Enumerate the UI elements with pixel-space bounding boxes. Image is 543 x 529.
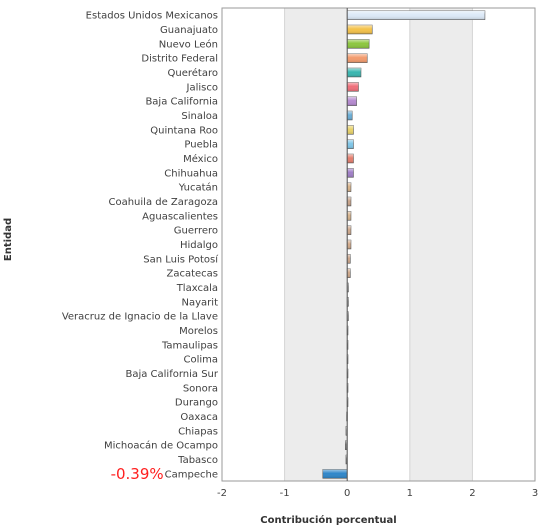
category-label: Tamaulipas [161, 340, 218, 351]
bar [322, 469, 348, 479]
category-label: Tabasco [177, 455, 218, 466]
bar-shade [347, 197, 351, 206]
category-label: Guanajuato [160, 25, 218, 36]
category-label: Nayarit [182, 297, 219, 308]
bar [346, 239, 352, 250]
x-tick-label: 1 [407, 488, 413, 499]
bar [346, 96, 357, 106]
category-label: Querétaro [168, 67, 218, 79]
x-tick-label: -1 [280, 488, 290, 499]
bar-shade [347, 225, 351, 235]
plot-area [221, 7, 536, 482]
category-label: Estados Unidos Mexicanos [86, 11, 218, 22]
category-label: Aguascalientes [142, 211, 218, 222]
category-label: Puebla [184, 140, 218, 151]
category-label: Veracruz de Ignacio de la Llave [62, 312, 218, 323]
x-tick-label: 3 [532, 488, 538, 499]
grid-band [472, 8, 535, 481]
grid-band [284, 8, 348, 481]
bar [346, 182, 352, 192]
bar [346, 211, 352, 221]
bar-shade [347, 111, 353, 120]
x-tick-labels: -2 -1 0 1 2 3 [217, 488, 538, 499]
bar-shade [347, 25, 373, 34]
y-axis-title: Entidad [3, 218, 14, 261]
bar-shade [347, 10, 485, 20]
bar-shade [322, 469, 348, 479]
bar-shade [345, 455, 348, 464]
bar [346, 139, 354, 149]
x-tick-label: -2 [217, 488, 227, 499]
x-tick-label: 0 [344, 488, 350, 499]
bar-shade [347, 53, 368, 63]
bar-shade [347, 254, 351, 264]
category-label: Oaxaca [180, 412, 218, 423]
category-label: Tlaxcala [176, 283, 218, 294]
category-label: Distrito Federal [141, 54, 218, 65]
category-labels: Estados Unidos Mexicanos Guanajuato Nuevo … [62, 11, 219, 481]
category-label: Chihuahua [164, 168, 218, 179]
category-label: Hidalgo [180, 240, 218, 251]
category-label: Jalisco [186, 82, 218, 93]
bar [346, 24, 373, 35]
category-label: Michoacán de Ocampo [104, 440, 218, 452]
category-label: Baja California [145, 97, 218, 108]
bar [346, 168, 354, 178]
bar-shade [347, 125, 354, 135]
bar [346, 225, 352, 235]
annotation-label: -0.39% [111, 465, 164, 483]
category-label: Morelos [179, 326, 218, 337]
bar-shade [347, 168, 354, 178]
category-label: Coahuila de Zaragoza [108, 197, 218, 208]
category-label: Zacatecas [166, 269, 218, 280]
category-label: San Luis Potosí [143, 253, 219, 265]
bar [346, 110, 353, 121]
category-label: México [183, 153, 218, 165]
bar-shade [347, 96, 357, 106]
bar-shade [345, 440, 348, 450]
category-label: Chiapas [178, 426, 218, 437]
category-label: Quintana Roo [150, 125, 218, 136]
bars-group [322, 10, 486, 479]
bar-shade [347, 283, 349, 292]
category-label: Baja California Sur [125, 369, 218, 380]
category-label: Sinaloa [181, 111, 218, 122]
bar [346, 53, 368, 63]
bar-shade [347, 154, 354, 163]
bar-shade [347, 211, 351, 221]
bar [346, 125, 354, 135]
bar-shade [347, 240, 351, 249]
category-label: Nuevo León [159, 38, 218, 50]
bar-shade [347, 39, 370, 49]
bar [346, 39, 370, 49]
category-label: Sonora [183, 383, 218, 394]
x-axis-title: Contribución porcentual [260, 514, 396, 526]
bar [346, 82, 359, 92]
x-tick-label: 2 [469, 488, 475, 499]
bar [346, 67, 362, 78]
grid-bands [222, 8, 535, 481]
category-label: Guerrero [174, 226, 218, 237]
category-label: Campeche [165, 469, 218, 480]
bar-shade [347, 297, 349, 307]
bar-shade [347, 68, 361, 77]
bar-shade [347, 268, 351, 278]
bar-shade [345, 426, 348, 436]
bar-shade [347, 82, 359, 92]
grid-band [409, 8, 473, 481]
category-label: Yucatán [178, 182, 218, 194]
grid-band [347, 8, 410, 481]
category-label: Colima [183, 355, 218, 366]
bar [346, 10, 486, 20]
bar-shade [347, 182, 351, 192]
bar-shade [347, 139, 354, 149]
bar-shade [347, 311, 349, 321]
grid-band [222, 8, 285, 481]
category-label: Durango [175, 398, 218, 409]
bar [346, 196, 352, 207]
bar [346, 153, 354, 164]
